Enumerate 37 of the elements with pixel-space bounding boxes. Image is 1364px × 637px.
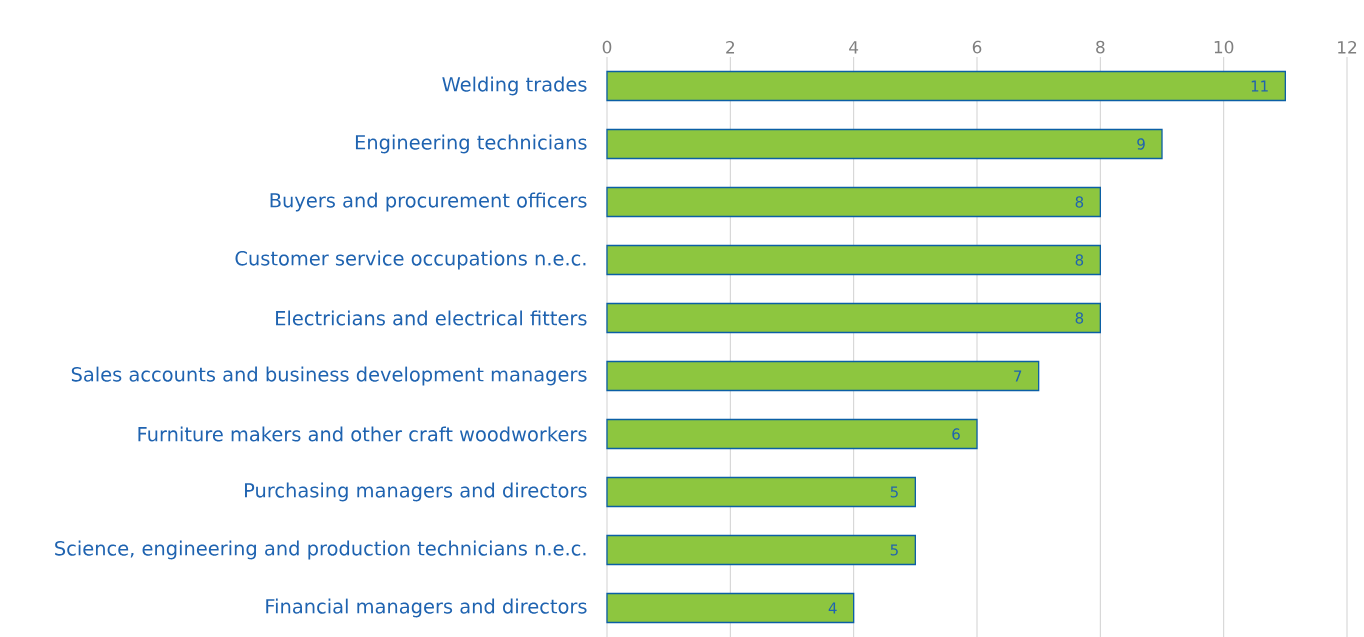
- bar: [606, 418, 978, 450]
- x-tick-label: 6: [972, 40, 982, 54]
- bar: [606, 534, 916, 566]
- x-tick-label: 8: [1096, 40, 1105, 54]
- y-tick-label: Buyers and procurement officers: [270, 192, 587, 212]
- data-label: 8: [1075, 312, 1084, 324]
- x-tick-label: 0: [602, 40, 612, 54]
- y-tick-label: Customer service occupations n.e.c.: [235, 250, 586, 270]
- y-tick-label: Science, engineering and production technicians n.e.c.: [55, 540, 586, 560]
- bar: [606, 302, 1101, 334]
- y-tick-label: Electricians and electrical fitters: [276, 310, 587, 326]
- data-label: 7: [1014, 370, 1022, 382]
- bar: [606, 592, 855, 624]
- data-label: 4: [828, 602, 837, 614]
- bar: [606, 186, 1101, 218]
- bar: [606, 476, 916, 508]
- data-label: 5: [890, 544, 898, 556]
- y-tick-label: Financial managers and directors: [266, 598, 587, 618]
- bar: [606, 128, 1163, 160]
- data-label: 8: [1075, 196, 1084, 208]
- bar: [606, 244, 1101, 276]
- y-tick-label: Welding trades: [442, 76, 587, 96]
- data-label: 5: [890, 486, 898, 498]
- x-tick-label: 2: [726, 40, 735, 54]
- y-tick-label: Engineering technicians: [355, 134, 587, 154]
- data-label: 8: [1075, 254, 1084, 266]
- data-label: 9: [1137, 138, 1145, 150]
- data-label: 6: [952, 428, 960, 440]
- bar: [606, 70, 1286, 102]
- x-tick-label: 12: [1338, 40, 1357, 54]
- data-label: 11: [1251, 80, 1268, 92]
- bar: [606, 360, 1040, 392]
- y-tick-label: Sales accounts and business development managers: [71, 366, 587, 386]
- x-tick-label: 10: [1214, 40, 1234, 54]
- x-tick-label: 4: [849, 41, 859, 54]
- y-tick-label: Furniture makers and other craft woodworkers: [138, 426, 587, 442]
- y-tick-label: Purchasing managers and directors: [245, 482, 587, 502]
